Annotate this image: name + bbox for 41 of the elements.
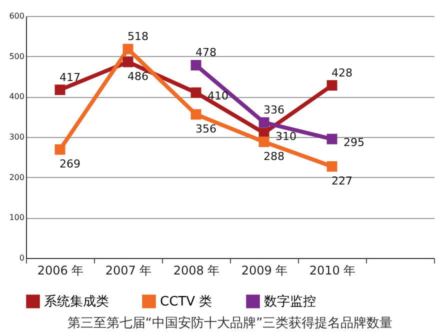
data-label: 310: [276, 130, 296, 143]
point: [258, 117, 270, 128]
data-label: 288: [264, 150, 284, 163]
y-tick-label: 0: [19, 254, 24, 262]
data-label: 486: [128, 70, 148, 83]
point: [326, 161, 338, 172]
point: [54, 84, 66, 96]
legend-label: 系统集成类: [44, 294, 109, 310]
data-label: 295: [344, 136, 364, 150]
data-label: 356: [196, 122, 216, 136]
legend-label: 数字监控: [264, 293, 316, 310]
data-label: 478: [196, 46, 216, 60]
legend-label: CCTV 类: [160, 294, 212, 310]
text: 第三至第七届“中国安防十大品牌”三类获得提名品牌数量: [67, 315, 393, 331]
point: [258, 136, 270, 148]
point: [190, 87, 202, 98]
x-tick-label: 2009 年: [241, 264, 288, 278]
data-label: 336: [264, 103, 284, 116]
data-label: 428: [332, 66, 352, 80]
data-label: 518: [128, 30, 148, 44]
y-tick-label: 600: [9, 12, 24, 20]
point: [122, 44, 134, 54]
data-label: 417: [60, 70, 80, 84]
data-label: 269: [60, 158, 80, 171]
data-label: 410: [208, 90, 228, 103]
point: [326, 80, 338, 91]
y-tick-label: 500: [9, 52, 24, 61]
point: [122, 56, 134, 68]
x-tick-label: 2010 年: [309, 264, 356, 278]
x-tick-label: 2007 年: [105, 264, 152, 278]
point: [190, 109, 202, 120]
data-label: 227: [332, 174, 352, 188]
point: [54, 144, 66, 155]
y-tick-label: 400: [9, 92, 24, 102]
point: [326, 134, 338, 144]
y-tick-label: 100: [9, 213, 24, 222]
point: [190, 60, 202, 70]
x-tick-label: 2006 年: [37, 264, 84, 278]
y-tick-label: 300: [9, 132, 24, 142]
y-tick-label: 200: [9, 172, 24, 182]
x-tick-label: 2008 年: [173, 264, 220, 278]
